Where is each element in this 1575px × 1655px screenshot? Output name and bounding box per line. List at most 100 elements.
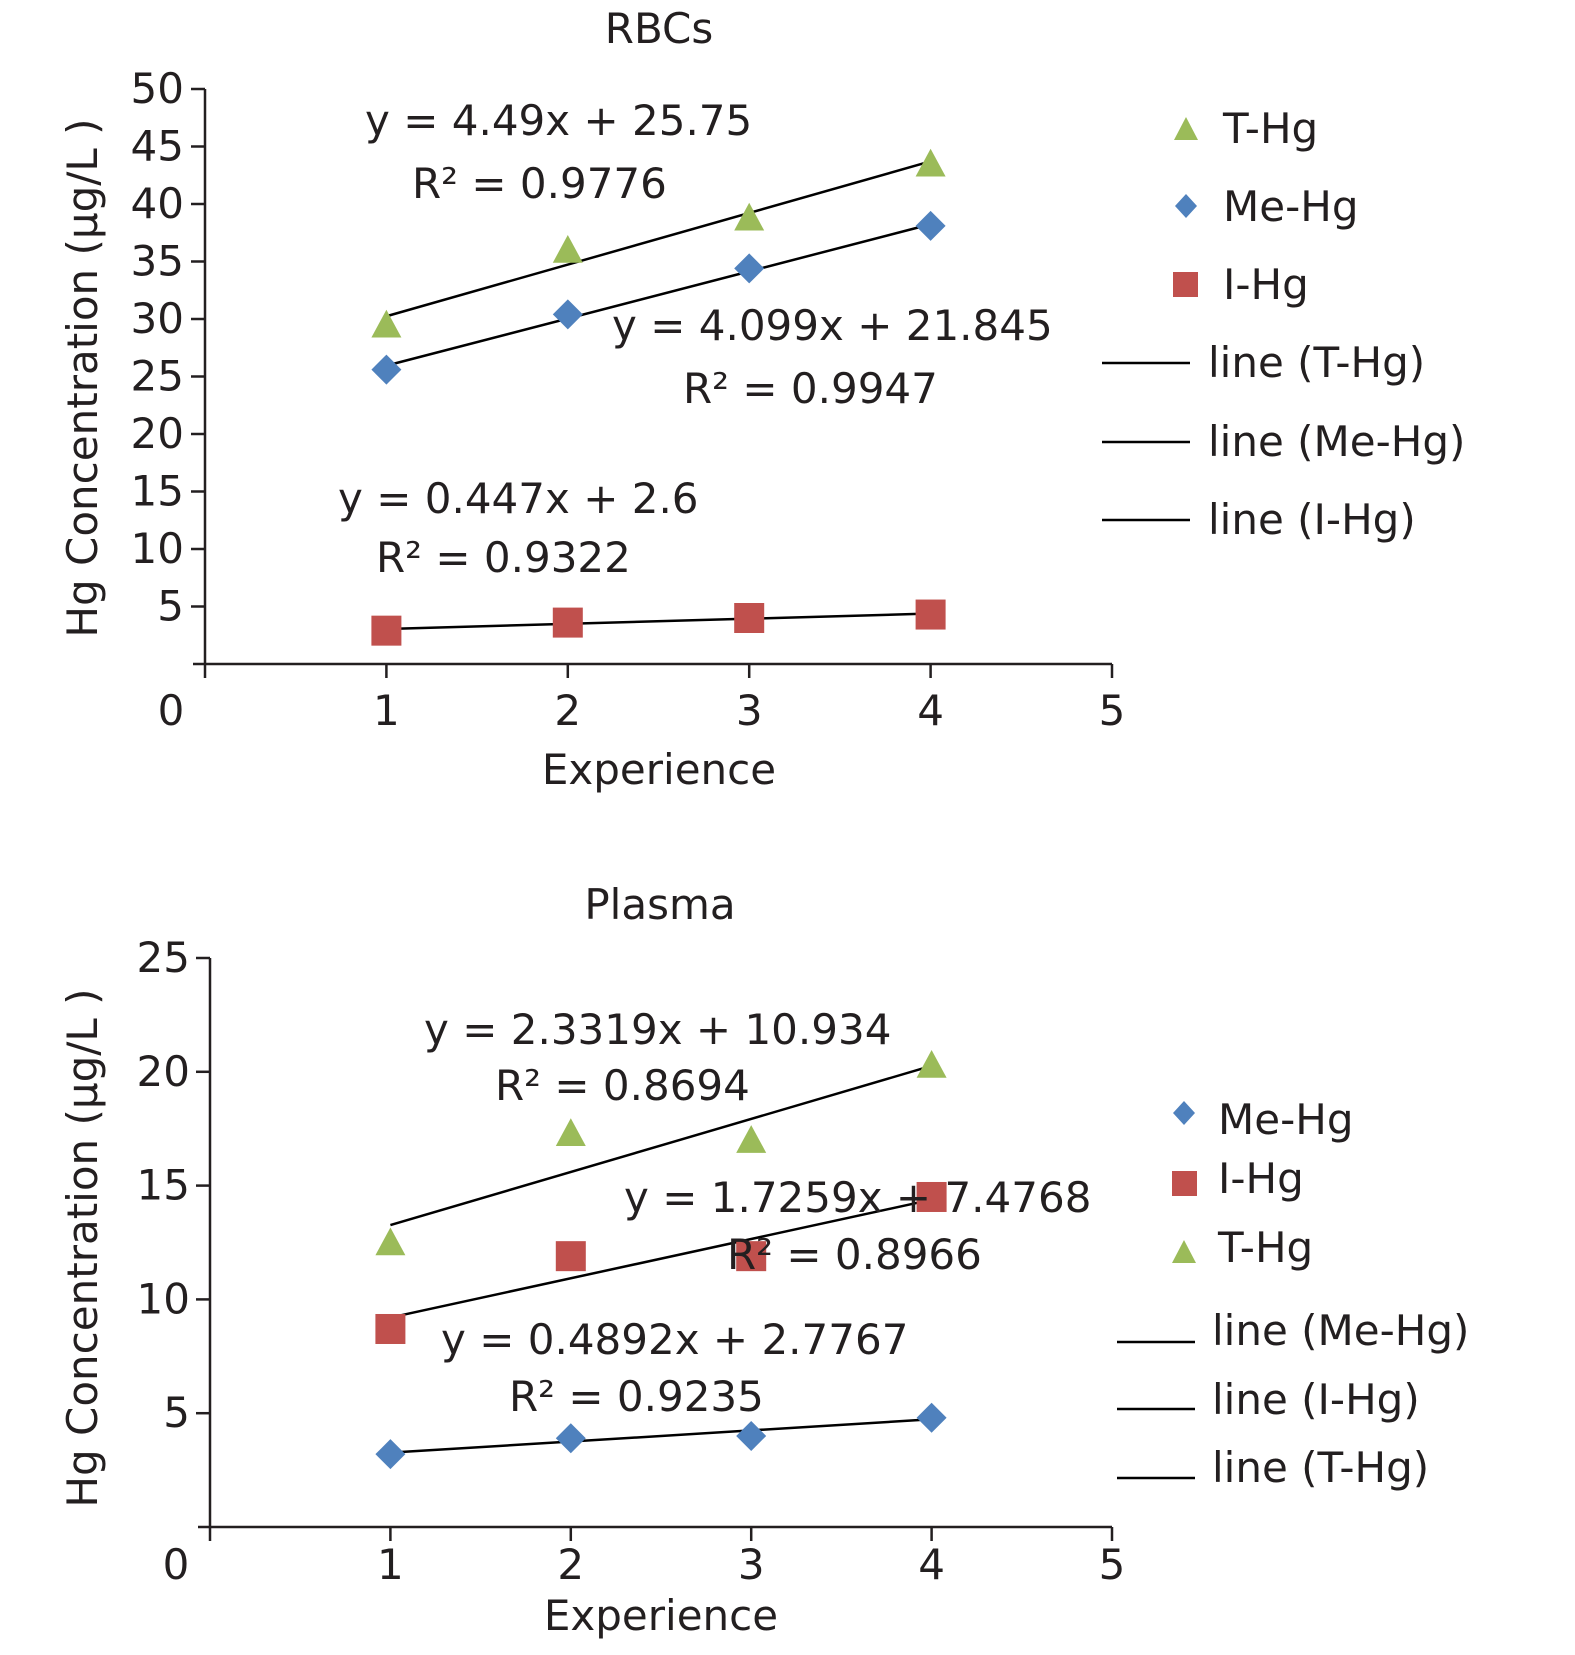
plasma-legend-ihg-label: I-Hg — [1218, 1154, 1304, 1203]
plasma-point-mehg — [736, 1420, 767, 1451]
plasma-point-thg — [916, 1049, 947, 1078]
plasma-legend-item-ihg: I-Hg — [1172, 1154, 1304, 1203]
rbcs-mehg-r2-text: R² = 0.9947 — [683, 364, 938, 413]
rbcs-x-axis-title: Experience — [542, 745, 776, 794]
rbcs-x-tick-label: 4 — [917, 686, 944, 735]
plasma-tick-labels: 0 1 2 3 4 5 5 10 15 20 25 — [137, 933, 1126, 1589]
plasma-legend-thg-label: T-Hg — [1217, 1223, 1313, 1272]
rbcs-legend-thg-marker — [1174, 117, 1198, 140]
rbcs-legend-item-line-thg: line (T-Hg) — [1102, 338, 1425, 387]
plasma-x-tick-label: 0 — [163, 1540, 190, 1589]
rbcs-legend-item-line-mehg: line (Me-Hg) — [1102, 417, 1465, 466]
plasma-legend-line-ihg-label: line (I-Hg) — [1212, 1375, 1420, 1424]
plasma-legend-thg-marker — [1172, 1240, 1196, 1263]
rbcs-point-thg — [552, 235, 583, 263]
plasma-mehg-r2-text: R² = 0.9235 — [509, 1372, 764, 1421]
rbcs-point-thg — [371, 309, 402, 338]
rbcs-y-tick-label: 30 — [131, 294, 184, 343]
rbcs-point-mehg — [734, 253, 765, 284]
rbcs-y-tick-label: 5 — [157, 582, 184, 631]
plasma-point-ihg — [555, 1241, 586, 1272]
rbcs-axes — [191, 87, 1114, 678]
rbcs-chart: RBCs Hg Concentration (μg/L ) Experience… — [58, 4, 1465, 794]
plasma-x-axis-title: Experience — [544, 1591, 778, 1640]
rbcs-x-tick-label: 2 — [554, 686, 581, 735]
plasma-ihg-r2-text: R² = 0.8966 — [727, 1230, 982, 1279]
plasma-data-points — [375, 1049, 947, 1470]
rbcs-point-mehg — [552, 299, 583, 330]
rbcs-x-tick-label: 0 — [158, 686, 185, 735]
rbcs-x-tick-label: 1 — [373, 686, 400, 735]
rbcs-point-mehg — [915, 210, 946, 241]
plasma-legend-item-line-ihg: line (I-Hg) — [1117, 1375, 1420, 1424]
rbcs-legend-item-line-ihg: line (I-Hg) — [1102, 495, 1416, 544]
rbcs-legend-line-thg-label: line (T-Hg) — [1208, 338, 1425, 387]
rbcs-x-tick-label: 3 — [736, 686, 763, 735]
plasma-y-tick-label: 5 — [163, 1388, 190, 1437]
rbcs-y-tick-label: 25 — [131, 352, 184, 401]
rbcs-legend-mehg-label: Me-Hg — [1223, 182, 1358, 231]
rbcs-legend-item-mehg: Me-Hg — [1175, 182, 1358, 231]
plasma-y-tick-label: 25 — [137, 933, 190, 982]
plasma-x-tick-label: 1 — [377, 1540, 404, 1589]
rbcs-ihg-equation-text: y = 0.447x + 2.6 — [338, 474, 699, 523]
rbcs-point-ihg — [371, 615, 402, 646]
plasma-legend-line-mehg-label: line (Me-Hg) — [1212, 1306, 1469, 1355]
rbcs-y-tick-label: 35 — [131, 237, 184, 286]
plasma-thg-r2-text: R² = 0.8694 — [495, 1061, 750, 1110]
rbcs-legend: T-Hg Me-Hg I-Hg line (T-Hg) line (Me-Hg)… — [1102, 104, 1465, 544]
plasma-axes — [196, 956, 1114, 1541]
plasma-point-mehg — [375, 1439, 406, 1470]
rbcs-legend-ihg-label: I-Hg — [1223, 260, 1309, 309]
plasma-legend-item-thg: T-Hg — [1172, 1223, 1313, 1272]
plasma-trendlines — [390, 1064, 932, 1454]
plasma-y-tick-label: 10 — [137, 1274, 190, 1323]
rbcs-trendline-mehg — [386, 223, 931, 367]
rbcs-trendlines — [386, 160, 931, 631]
rbcs-ihg-equation: y = 0.447x + 2.6 R² = 0.9322 — [338, 474, 699, 582]
rbcs-data-points — [371, 148, 946, 646]
plasma-point-mehg — [916, 1402, 947, 1433]
plasma-legend-item-line-thg: line (T-Hg) — [1117, 1443, 1429, 1492]
rbcs-point-thg — [734, 202, 765, 231]
plasma-point-thg — [736, 1125, 767, 1153]
plasma-x-tick-label: 4 — [918, 1540, 945, 1589]
plasma-chart: Plasma Hg Concentration (μg/L ) Experien… — [58, 880, 1469, 1640]
plasma-legend-item-mehg: Me-Hg — [1173, 1095, 1353, 1144]
rbcs-mehg-equation-text: y = 4.099x + 21.845 — [612, 301, 1053, 350]
plasma-point-ihg — [736, 1241, 767, 1272]
rbcs-legend-line-ihg-label: line (I-Hg) — [1208, 495, 1416, 544]
rbcs-point-thg — [915, 148, 946, 177]
plasma-trendline-ihg — [390, 1198, 932, 1319]
plasma-x-tick-label: 5 — [1099, 1540, 1126, 1589]
plasma-mehg-equation: y = 0.4892x + 2.7767 R² = 0.9235 — [441, 1315, 908, 1421]
plasma-ihg-equation-text: y = 1.7259x + 7.4768 — [624, 1173, 1091, 1222]
rbcs-point-ihg — [734, 603, 765, 633]
plasma-thg-equation: y = 2.3319x + 10.934 R² = 0.8694 — [424, 1005, 891, 1110]
rbcs-y-tick-label: 50 — [131, 64, 184, 113]
rbcs-legend-item-thg: T-Hg — [1174, 104, 1318, 153]
plasma-ihg-equation: y = 1.7259x + 7.4768 R² = 0.8966 — [624, 1173, 1091, 1279]
plasma-x-tick-label: 3 — [738, 1540, 765, 1589]
rbcs-point-ihg — [552, 607, 583, 638]
plasma-legend-mehg-marker — [1173, 1101, 1195, 1125]
rbcs-trendline-ihg — [386, 612, 931, 631]
rbcs-ihg-r2-text: R² = 0.9322 — [376, 533, 631, 582]
rbcs-trendline-thg — [386, 160, 931, 318]
plasma-y-axis-title: Hg Concentration (μg/L ) — [58, 988, 107, 1507]
plasma-point-mehg — [555, 1423, 586, 1454]
plasma-y-tick-label: 20 — [137, 1047, 190, 1096]
plasma-x-tick-label: 2 — [557, 1540, 584, 1589]
rbcs-legend-line-mehg-label: line (Me-Hg) — [1208, 417, 1465, 466]
plasma-y-tick-label: 15 — [137, 1161, 190, 1210]
rbcs-y-axis-title: Hg Concentration (μg/L ) — [58, 118, 107, 637]
rbcs-legend-item-ihg: I-Hg — [1173, 260, 1309, 309]
rbcs-chart-title: RBCs — [605, 4, 713, 53]
rbcs-y-tick-label: 10 — [131, 524, 184, 573]
plasma-point-ihg — [375, 1313, 406, 1344]
rbcs-point-ihg — [915, 599, 946, 630]
rbcs-thg-equation-text: y = 4.49x + 25.75 — [365, 96, 752, 145]
